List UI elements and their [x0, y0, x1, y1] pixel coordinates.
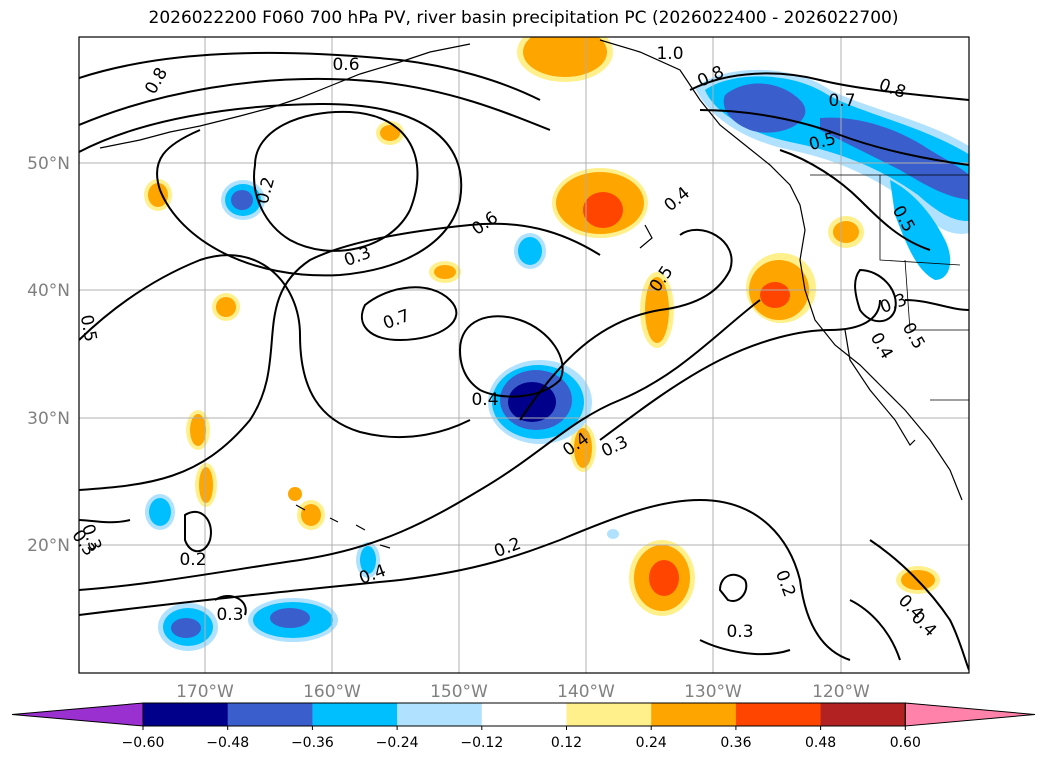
positive-anomaly-blob — [517, 37, 613, 82]
positive-anomaly-blob — [288, 487, 302, 501]
positive-anomaly-blob — [376, 121, 404, 145]
colorbar-tick-label: 0.60 — [890, 735, 921, 751]
negative-anomaly-blob — [221, 180, 265, 220]
lat-label: 30°N — [27, 409, 70, 429]
positive-anomaly-blob — [144, 179, 172, 211]
colorbar-segment — [227, 703, 313, 726]
lat-label: 50°N — [27, 154, 70, 174]
lon-label: 170°W — [176, 682, 234, 702]
lon-label: 130°W — [684, 682, 742, 702]
negative-anomaly-blob — [607, 529, 619, 539]
coastlines — [99, 39, 969, 549]
colorbar-tick-label: −0.60 — [122, 735, 165, 751]
colorbar-extend-low — [11, 702, 144, 727]
positive-anomaly-blob — [570, 424, 596, 472]
colorbar-segment — [651, 703, 737, 726]
positive-anomaly-blob — [297, 500, 325, 530]
lon-label: 160°W — [303, 682, 361, 702]
lon-labels: 170°W 160°W 150°W 140°W 130°W 120°W — [176, 682, 870, 702]
lon-label: 140°W — [557, 682, 615, 702]
contour-label: 0.5 — [76, 313, 100, 343]
positive-anomaly-blob — [828, 216, 864, 248]
colorbar-tick-label: 0.48 — [805, 735, 836, 751]
negative-anomaly-blob — [514, 233, 546, 269]
colorbar-segment — [143, 703, 229, 726]
contour-label: 1.0 — [656, 44, 683, 64]
contour-label: 0.2 — [179, 550, 206, 570]
colorbar-segment — [820, 703, 906, 726]
plot-border — [78, 36, 970, 674]
gridlines — [79, 37, 969, 673]
lat-label: 40°N — [27, 281, 70, 301]
contour-label: 0.3 — [726, 622, 753, 642]
lon-label: 120°W — [812, 682, 870, 702]
colorbar-segment — [312, 703, 398, 726]
colorbar-tick-label: −0.36 — [291, 735, 334, 751]
lat-labels: 50°N 40°N 30°N 20°N — [27, 154, 70, 556]
positive-anomaly-blob — [186, 410, 210, 450]
positive-anomaly-blob — [195, 463, 217, 507]
lat-label: 20°N — [27, 536, 70, 556]
colorbar-tick-label: −0.12 — [460, 735, 503, 751]
contour-label: 0.3 — [216, 605, 243, 625]
negative-anomaly-blob — [248, 598, 338, 642]
colorbar-tick-label: −0.24 — [376, 735, 419, 751]
colorbar-tick-label: 0.12 — [551, 735, 582, 751]
colorbar-tick-label: −0.48 — [206, 735, 249, 751]
precip-shading — [144, 37, 969, 651]
positive-anomaly-blob — [746, 253, 816, 323]
negative-anomaly-blob — [145, 494, 175, 530]
negative-anomaly-blob — [158, 603, 218, 651]
lon-label: 150°W — [430, 682, 488, 702]
contour-label: 0.7 — [828, 91, 855, 111]
colorbar: −0.60 −0.48 −0.36 −0.24 −0.12 0.12 0.24 0.36 0.4… — [11, 702, 1036, 751]
colorbar-tick-label: 0.24 — [636, 735, 667, 751]
map-title: 2026022200 F060 700 hPa PV, river basin … — [148, 8, 899, 28]
negative-anomaly-blob — [356, 542, 380, 578]
positive-anomaly-blob — [629, 540, 695, 616]
contour-label: 0.6 — [332, 55, 359, 75]
positive-anomaly-blob — [552, 168, 648, 238]
positive-anomaly-blob — [429, 261, 461, 283]
colorbar-segment — [481, 703, 567, 726]
colorbar-extend-high — [904, 702, 1036, 727]
pv-contours — [79, 51, 969, 671]
negative-anomaly-blob — [890, 180, 951, 280]
colorbar-segment — [397, 703, 483, 726]
contour-label: 0.4 — [471, 390, 498, 410]
positive-anomaly-blob — [212, 293, 240, 321]
colorbar-segment — [566, 703, 652, 726]
colorbar-segment — [735, 703, 822, 726]
colorbar-tick-label: 0.36 — [720, 735, 751, 751]
